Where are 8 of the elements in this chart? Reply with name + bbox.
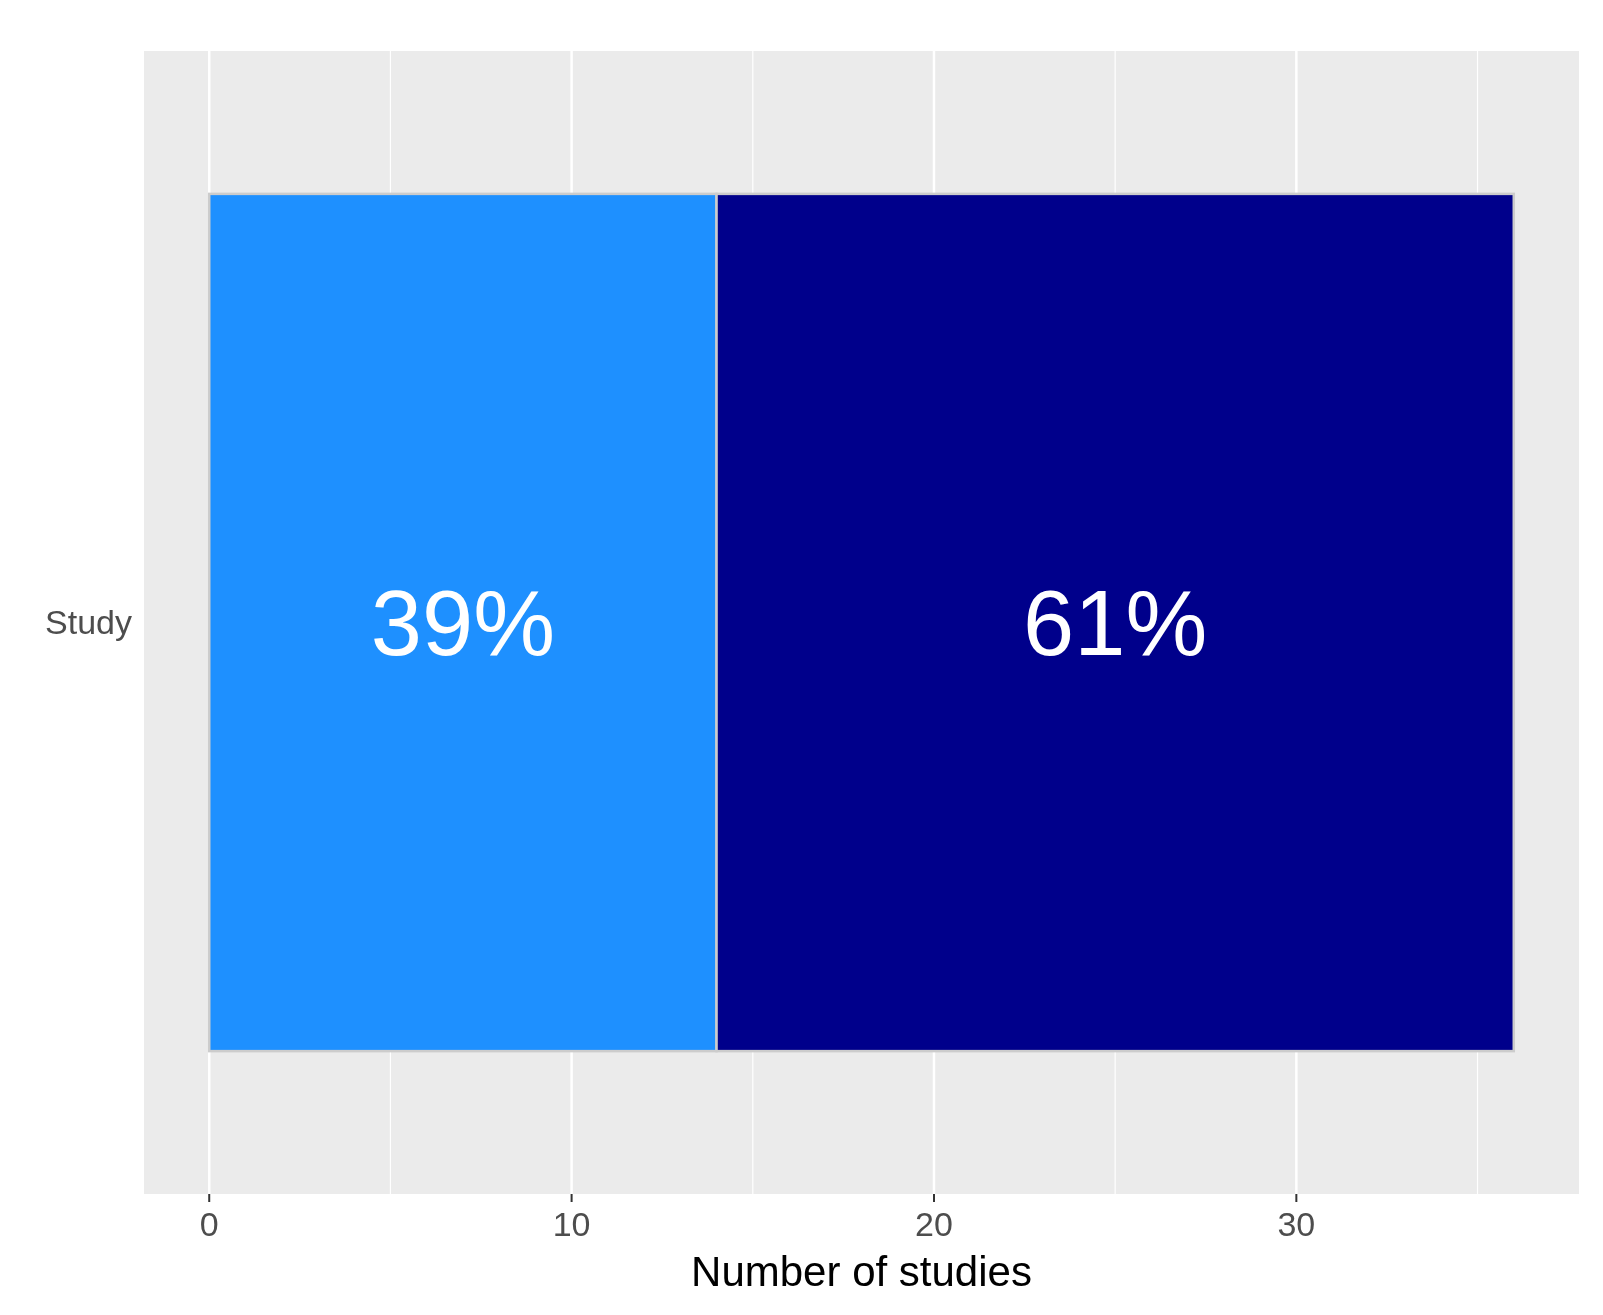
x-axis-title: Number of studies xyxy=(691,1248,1032,1295)
x-tick-label: 20 xyxy=(915,1205,953,1243)
annotation: 61% xyxy=(1023,571,1208,674)
y-tick-label: Study xyxy=(45,603,132,642)
x-tick-label: 0 xyxy=(199,1205,219,1243)
x-tick-label: 10 xyxy=(552,1205,591,1243)
x-tick-label: 30 xyxy=(1277,1205,1316,1243)
annotation: 39% xyxy=(370,571,555,674)
